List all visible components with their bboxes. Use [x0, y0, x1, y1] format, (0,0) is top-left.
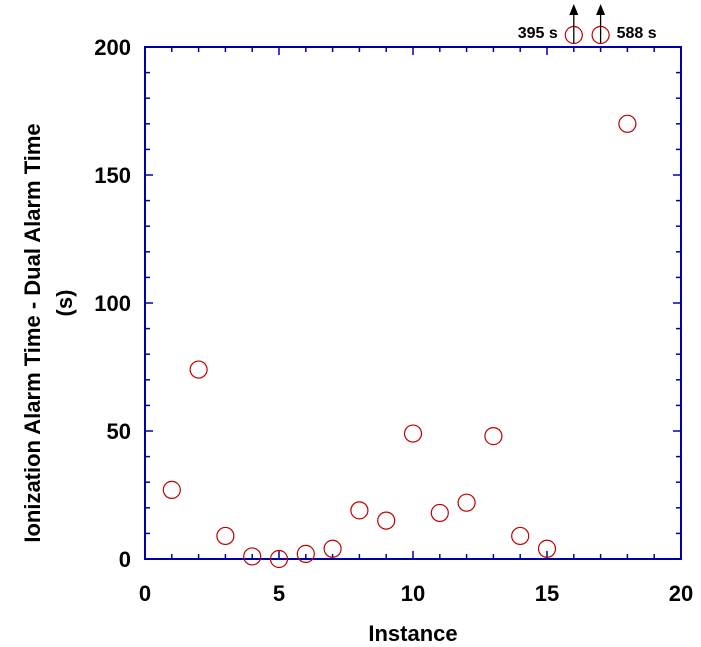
data-point [537, 539, 557, 558]
up-arrow-head [596, 4, 606, 15]
x-tick-label: 0 [139, 581, 151, 606]
x-tick-label: 10 [401, 581, 425, 606]
data-markers [162, 114, 637, 569]
data-point [243, 547, 262, 566]
up-arrow-head [569, 4, 579, 15]
data-point [457, 493, 476, 512]
y-axis-label-line2: (s) [52, 290, 77, 317]
y-tick-label: 100 [94, 291, 131, 316]
off-scale-value-label: 395 s [518, 25, 558, 42]
data-point [403, 424, 423, 443]
off-scale-value-label: 588 s [617, 25, 657, 42]
data-point [162, 480, 181, 499]
x-tick-labels: 0 5 10 15 20 [139, 581, 693, 606]
y-axis-label-line1: Ionization Alarm Time - Dual Alarm Time [20, 123, 45, 542]
data-point [189, 360, 208, 379]
data-point [269, 549, 289, 569]
data-point [350, 501, 369, 520]
data-point [618, 114, 637, 133]
x-tick-label: 5 [273, 581, 285, 606]
data-point [216, 526, 235, 546]
data-point [323, 539, 342, 558]
y-tick-label: 150 [94, 163, 131, 188]
data-point [484, 427, 503, 446]
y-tick-labels: 0 50 100 150 200 [94, 35, 131, 572]
y-tick-label: 50 [107, 419, 131, 444]
data-point [377, 511, 396, 530]
x-axis-label: Instance [368, 621, 457, 646]
data-point [511, 526, 530, 546]
x-tick-label: 20 [669, 581, 693, 606]
data-point [296, 544, 315, 563]
y-tick-label: 200 [94, 35, 131, 60]
y-tick-label: 0 [119, 547, 131, 572]
plot-frame [144, 46, 682, 560]
off-scale-markers: 395 s 588 s [518, 4, 657, 45]
x-tick-label: 15 [535, 581, 559, 606]
data-point [430, 503, 449, 523]
